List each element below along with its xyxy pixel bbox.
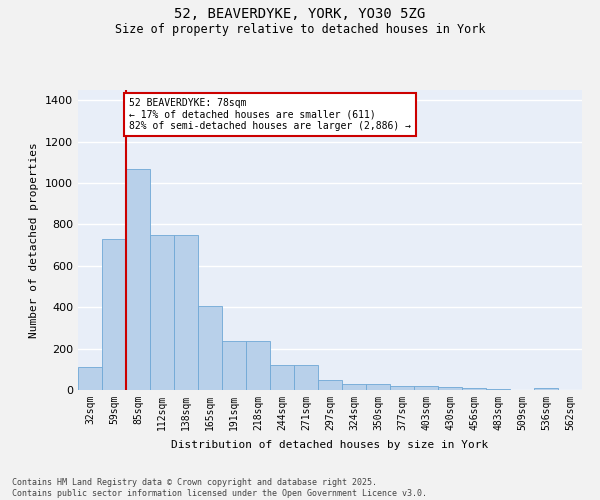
Bar xyxy=(246,342,270,390)
Bar xyxy=(174,235,198,390)
Bar xyxy=(294,365,318,390)
Bar xyxy=(438,387,462,390)
Bar xyxy=(318,380,342,390)
Bar xyxy=(534,388,558,390)
Bar xyxy=(366,384,390,390)
Text: Size of property relative to detached houses in York: Size of property relative to detached ho… xyxy=(115,22,485,36)
Text: Contains HM Land Registry data © Crown copyright and database right 2025.
Contai: Contains HM Land Registry data © Crown c… xyxy=(12,478,427,498)
Bar xyxy=(390,386,414,390)
Bar xyxy=(150,235,174,390)
Bar xyxy=(198,306,222,390)
Bar xyxy=(126,168,150,390)
Bar xyxy=(486,389,510,390)
Text: Distribution of detached houses by size in York: Distribution of detached houses by size … xyxy=(172,440,488,450)
Text: 52 BEAVERDYKE: 78sqm
← 17% of detached houses are smaller (611)
82% of semi-deta: 52 BEAVERDYKE: 78sqm ← 17% of detached h… xyxy=(129,98,411,132)
Bar xyxy=(222,342,246,390)
Bar xyxy=(102,239,126,390)
Bar xyxy=(414,386,438,390)
Bar xyxy=(78,367,102,390)
Bar xyxy=(342,384,366,390)
Text: 52, BEAVERDYKE, YORK, YO30 5ZG: 52, BEAVERDYKE, YORK, YO30 5ZG xyxy=(175,8,425,22)
Y-axis label: Number of detached properties: Number of detached properties xyxy=(29,142,40,338)
Bar xyxy=(462,388,486,390)
Bar xyxy=(270,365,294,390)
